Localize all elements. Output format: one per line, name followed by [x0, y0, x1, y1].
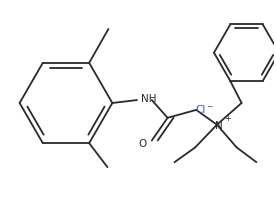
Text: NH: NH: [141, 94, 156, 104]
Text: O: O: [139, 139, 147, 149]
Text: Cl: Cl: [195, 105, 206, 115]
Text: N: N: [215, 121, 223, 131]
Text: +: +: [224, 114, 231, 123]
Text: −: −: [206, 102, 213, 111]
